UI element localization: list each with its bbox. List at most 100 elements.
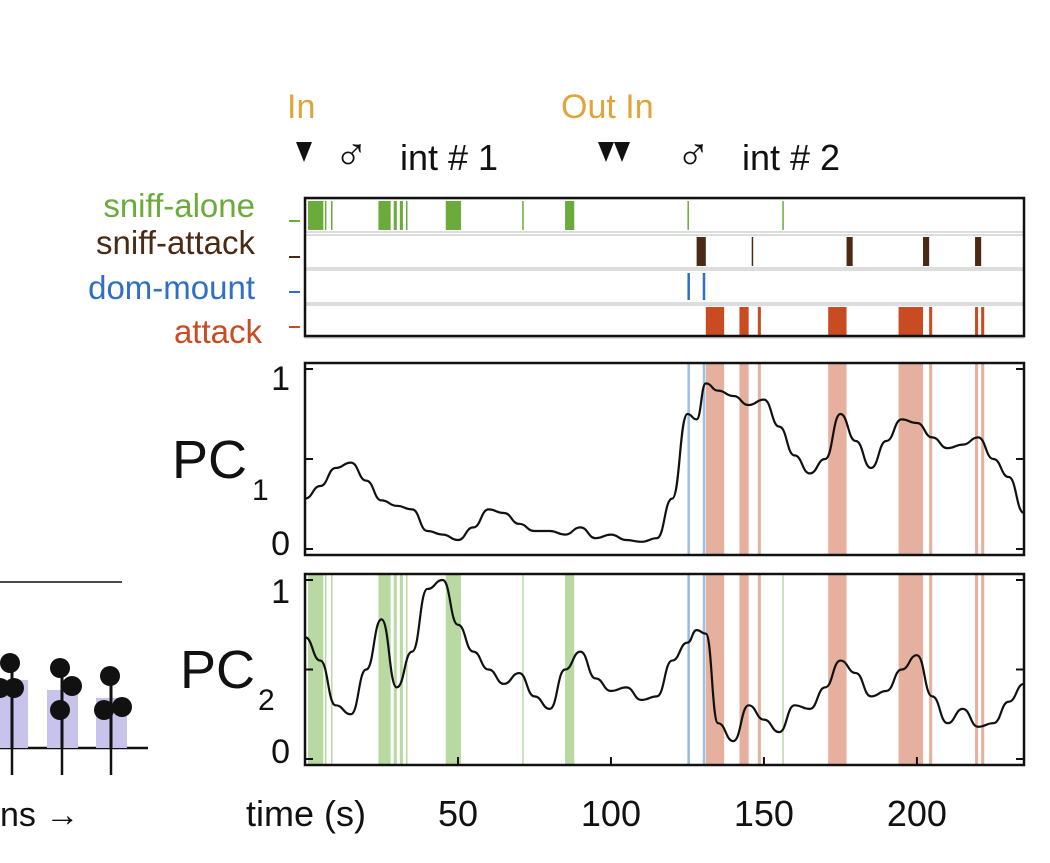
raster-event-sniff_alone bbox=[399, 201, 403, 230]
inset-data-point bbox=[50, 658, 70, 678]
pc2-shade-sniff_alone bbox=[782, 574, 784, 765]
raster-event-attack bbox=[739, 307, 749, 336]
raster-label-dom-mount: dom-mount bbox=[88, 269, 255, 306]
pc2-shade-attack bbox=[757, 574, 761, 765]
annotation-in: In bbox=[287, 88, 315, 126]
raster-event-attack bbox=[828, 307, 847, 336]
pc2-shade-sniff_alone bbox=[522, 574, 524, 765]
x-tick-label: 100 bbox=[581, 793, 641, 834]
pc2-shade-attack bbox=[975, 574, 979, 765]
raster-event-sniff_attack bbox=[696, 237, 706, 266]
inset-xlabel-fragment: ns → bbox=[0, 796, 79, 834]
raster-event-sniff_alone bbox=[782, 201, 784, 230]
pc1-shade-attack bbox=[929, 363, 933, 555]
pc2-shade-sniff_alone bbox=[405, 574, 408, 765]
x-tick-label: 200 bbox=[887, 793, 947, 834]
raster-event-sniff_alone bbox=[378, 201, 391, 230]
raster-row-sniff_attack bbox=[304, 234, 1025, 269]
pc2-shade-sniff_alone bbox=[393, 574, 397, 765]
pc1-shade-dom_mount bbox=[702, 363, 706, 555]
pc2-trace-line bbox=[304, 578, 1025, 743]
interaction-2-label: int # 2 bbox=[742, 137, 840, 178]
inset-data-point bbox=[4, 678, 24, 698]
raster-event-sniff_alone bbox=[331, 201, 333, 230]
raster-event-dom_mount bbox=[702, 273, 706, 300]
inset-data-point bbox=[100, 666, 120, 686]
raster-row-dom_mount bbox=[304, 269, 1025, 304]
raster-event-attack bbox=[929, 307, 933, 336]
raster-event-attack bbox=[981, 307, 985, 336]
pc2-shade-attack bbox=[705, 574, 725, 765]
pc2-ylabel: PC bbox=[180, 640, 255, 700]
raster-event-sniff_alone bbox=[308, 201, 324, 230]
x-tick-label: 50 bbox=[438, 793, 478, 834]
pc2-shade-dom_mount bbox=[702, 574, 706, 765]
pc2-panel: 01 bbox=[271, 572, 1026, 771]
raster-event-sniff_alone bbox=[405, 201, 408, 230]
raster-event-attack bbox=[975, 307, 979, 336]
raster-event-sniff_alone bbox=[324, 201, 327, 230]
x-axis-title: time (s) bbox=[246, 793, 366, 834]
raster-event-sniff_attack bbox=[846, 237, 853, 266]
annotation-out-in: Out In bbox=[561, 88, 654, 126]
raster-event-attack bbox=[757, 307, 761, 336]
pc2-ytick-label: 1 bbox=[271, 573, 290, 611]
inset-data-point bbox=[112, 697, 132, 717]
pc2-shade-dom_mount bbox=[687, 574, 690, 765]
pc2-shade-attack bbox=[828, 574, 847, 765]
inset-data-point bbox=[94, 700, 114, 720]
pc2-shade-sniff_alone bbox=[565, 574, 575, 765]
raster-event-sniff_alone bbox=[393, 201, 397, 230]
pc1-shade-attack bbox=[705, 363, 725, 555]
pc1-shade-attack bbox=[828, 363, 847, 555]
x-axis-ticks: 50 100 150 200 bbox=[438, 757, 947, 834]
pc1-shade-attack bbox=[898, 363, 924, 555]
arrow-in-1 bbox=[296, 142, 312, 162]
pc1-ytick-label: 0 bbox=[271, 525, 290, 563]
raster-event-sniff_attack bbox=[923, 237, 930, 266]
inset-data-point bbox=[50, 700, 70, 720]
pc1-shade-dom_mount bbox=[687, 363, 690, 555]
raster-frame bbox=[303, 196, 1026, 338]
pc1-shade-attack bbox=[975, 363, 979, 555]
raster-event-sniff_alone bbox=[522, 201, 524, 230]
inset-partial-chart bbox=[0, 581, 148, 775]
pc1-shade-attack bbox=[757, 363, 761, 555]
raster-row-sniff_alone bbox=[304, 198, 1025, 233]
inset-data-point bbox=[0, 653, 20, 673]
pc2-shade-sniff_alone bbox=[399, 574, 403, 765]
male-symbol-2: ♂ bbox=[676, 128, 711, 180]
pc1-shade-attack bbox=[739, 363, 749, 555]
arrow-out bbox=[598, 142, 614, 162]
behavior-raster bbox=[289, 196, 1026, 339]
interaction-1-label: int # 1 bbox=[400, 137, 498, 178]
pc2-shade-sniff_alone bbox=[378, 574, 391, 765]
pc2-ytick-label: 0 bbox=[271, 733, 290, 771]
inset-data-point bbox=[62, 676, 82, 696]
raster-event-dom_mount bbox=[687, 273, 690, 300]
raster-event-sniff_attack bbox=[751, 237, 754, 266]
raster-label-sniff-alone: sniff-alone bbox=[103, 187, 255, 224]
pc2-ylabel-subscript: 2 bbox=[258, 684, 275, 717]
arrow-in-2 bbox=[614, 142, 630, 162]
pc2-shade-sniff_alone bbox=[331, 574, 333, 765]
raster-event-sniff_alone bbox=[565, 201, 575, 230]
pc1-ytick-label: 1 bbox=[271, 360, 290, 398]
pc1-ylabel: PC bbox=[172, 430, 247, 490]
raster-event-attack bbox=[705, 307, 725, 336]
raster-label-sniff-attack: sniff-attack bbox=[96, 224, 255, 261]
pc1-panel: 01 bbox=[271, 360, 1026, 563]
pc2-shade-attack bbox=[929, 574, 933, 765]
pc1-ylabel-subscript: 1 bbox=[252, 474, 269, 507]
pc1-shade-attack bbox=[981, 363, 985, 555]
pc2-shade-attack bbox=[981, 574, 985, 765]
pc2-shade-sniff_alone bbox=[308, 574, 324, 765]
pc1-trace-line bbox=[304, 382, 1025, 543]
raster-label-attack: attack bbox=[174, 313, 263, 350]
pc2-shade-attack bbox=[739, 574, 749, 765]
raster-event-sniff_attack bbox=[975, 237, 982, 266]
x-tick-label: 150 bbox=[734, 793, 794, 834]
raster-event-attack bbox=[898, 307, 924, 336]
raster-event-sniff_alone bbox=[687, 201, 689, 230]
